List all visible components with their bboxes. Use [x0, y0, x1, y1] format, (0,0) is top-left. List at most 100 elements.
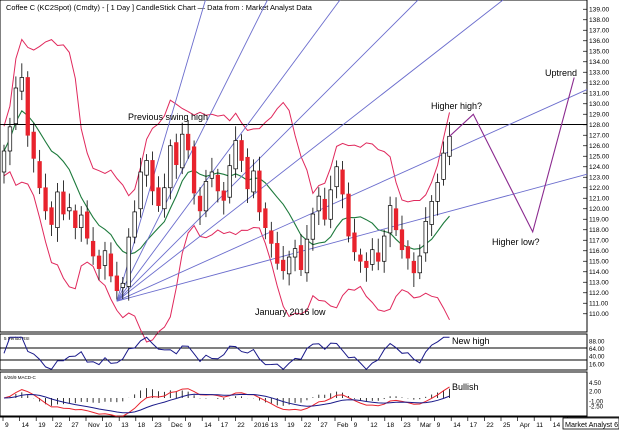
y-tick-label: 137.00 [589, 28, 610, 35]
rsi-tick-label: 88.00 [589, 338, 605, 345]
y-tick-label: 127.00 [589, 133, 610, 140]
x-tick-label: 2016 [254, 422, 269, 429]
candle-body [376, 252, 381, 262]
candle-body [346, 193, 351, 237]
candle-body [358, 254, 363, 262]
candle-body [31, 131, 36, 159]
fan-line [116, 0, 419, 302]
x-tick-label: 14 [553, 422, 561, 429]
macd-tick-label: 4.50 [589, 380, 602, 387]
x-tick-label: 25 [503, 422, 511, 429]
candle-body [352, 232, 357, 253]
candle-body [120, 282, 125, 288]
rsi-title: 5 Period RSI [4, 336, 30, 341]
annotation-higher-low: Higher low? [492, 237, 540, 247]
candle-body [43, 187, 48, 212]
footer-source-box [562, 417, 619, 430]
macd-frame [0, 371, 588, 417]
y-tick-label: 133.00 [589, 70, 610, 77]
x-tick-label: Mar [420, 422, 432, 429]
annotation-new-high: New high [452, 336, 490, 346]
candle-body [180, 133, 185, 169]
y-tick-label: 125.00 [589, 154, 610, 161]
x-tick-label: 14 [204, 422, 212, 429]
candle-body [73, 210, 78, 229]
x-tick-label: 18 [138, 422, 146, 429]
candle-body [239, 140, 244, 161]
candle-body [90, 240, 96, 257]
candle-body [316, 195, 321, 212]
x-tick-label: 23 [154, 422, 162, 429]
y-tick-label: 112.00 [589, 290, 609, 297]
annotation-uptrend: Uptrend [545, 68, 577, 78]
macd-tick-label: -1.00 [589, 399, 604, 406]
projection-line [449, 77, 575, 234]
candle-body [7, 126, 13, 152]
x-tick-label: 22 [55, 422, 63, 429]
y-tick-label: 138.00 [589, 17, 610, 24]
candle-body [25, 77, 30, 136]
candle-body [37, 161, 42, 189]
x-tick-label: 23 [403, 422, 411, 429]
y-tick-label: 131.00 [589, 91, 610, 98]
candle-body [96, 255, 102, 269]
y-tick-label: 136.00 [589, 38, 610, 45]
candle-body [393, 208, 399, 231]
rsi-tick-label: 64.00 [589, 346, 605, 353]
y-tick-label: 124.00 [589, 164, 610, 171]
y-tick-label: 116.00 [589, 248, 609, 255]
candle-body [364, 260, 369, 268]
candle-body [423, 221, 428, 254]
candle-body [310, 213, 316, 240]
chart-title: Coffee C (KC2Spot) (Cmdty) - [ 1 Day ] C… [6, 3, 313, 12]
candle-body [79, 214, 84, 229]
candle-body [405, 246, 411, 259]
candle-body [334, 166, 339, 188]
x-tick-label: 22 [486, 422, 494, 429]
main-frame [0, 0, 588, 333]
candle-body [13, 87, 19, 125]
annotation-bullish: Bullish [452, 382, 479, 392]
y-tick-label: 128.00 [589, 122, 610, 129]
macd-title: 6/26/9 MACD-C [4, 375, 37, 380]
candle-body [132, 211, 137, 238]
candle-body [108, 253, 114, 277]
candle-body [281, 259, 286, 272]
x-tick-label: 10 [105, 422, 113, 429]
candle-body [370, 249, 375, 265]
x-tick-label: 9 [437, 422, 441, 429]
candle-body [203, 181, 209, 212]
macd-fast-line [3, 386, 450, 417]
candle-body [298, 245, 304, 270]
candle-body [245, 156, 250, 190]
candle-body [251, 170, 256, 193]
candle-body [1, 150, 7, 173]
main-y-axis: 139.00 138.00 137.00 136.00 135.00 134.00 133.… [583, 7, 610, 318]
y-tick-label: 132.00 [589, 80, 610, 87]
fan-line [116, 89, 588, 302]
candle-body [233, 140, 238, 170]
ma-line [3, 109, 450, 255]
x-tick-label: 9 [188, 422, 192, 429]
candle-body [263, 208, 268, 228]
x-tick-label: Feb [337, 422, 349, 429]
candle-body [382, 235, 387, 262]
candle-body [286, 256, 292, 275]
candle-body [102, 250, 108, 266]
candle-body [257, 170, 262, 213]
x-tick-label: 14 [22, 422, 30, 429]
x-tick-label: 27 [320, 422, 328, 429]
y-tick-label: 111.00 [589, 301, 609, 308]
x-tick-label: 12 [370, 422, 378, 429]
candle-body [49, 207, 54, 225]
annotation-higher-high: Higher high? [431, 101, 482, 111]
y-tick-label: 135.00 [589, 49, 610, 56]
y-tick-label: 115.00 [589, 259, 609, 266]
x-tick-label: 17 [470, 422, 478, 429]
annotation-january-low: January 2016 low [255, 307, 326, 317]
candle-body [340, 169, 345, 195]
candle-body [197, 195, 203, 212]
fan-line [116, 0, 341, 302]
